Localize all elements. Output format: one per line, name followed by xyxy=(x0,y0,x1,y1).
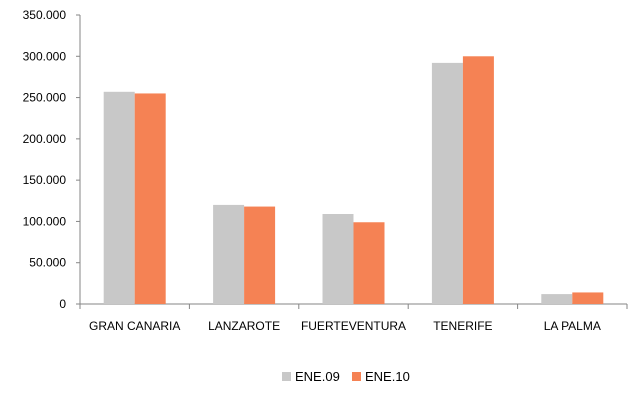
bar-ene-10-fuerteventura xyxy=(353,222,385,304)
category-label: TENERIFE xyxy=(433,319,492,333)
bar-ene-10-la-palma xyxy=(572,292,604,304)
bar-ene-09-tenerife xyxy=(431,62,463,304)
y-tick-label: 100.000 xyxy=(23,214,67,228)
bar-ene-09-gran-canaria xyxy=(103,91,135,304)
category-label: FUERTEVENTURA xyxy=(301,319,406,333)
category-label: GRAN CANARIA xyxy=(89,319,180,333)
y-tick-label: 200.000 xyxy=(23,132,67,146)
y-tick-label: 0 xyxy=(59,297,66,311)
y-tick-label: 50.000 xyxy=(29,256,66,270)
legend-swatch xyxy=(352,372,361,381)
bars xyxy=(103,56,604,305)
bar-ene-10-tenerife xyxy=(462,56,494,305)
y-tick-label: 250.000 xyxy=(23,91,67,105)
bar-ene-09-lanzarote xyxy=(213,204,245,304)
legend-label: ENE.10 xyxy=(365,369,410,384)
y-axis: 0 50.000 100.000 150.000 200.000 250.000 300.0… xyxy=(23,8,81,311)
y-tick-label: 300.000 xyxy=(23,49,67,63)
category-label: LANZAROTE xyxy=(208,319,280,333)
legend: ENE.09 ENE.10 xyxy=(282,369,410,384)
bar-ene-10-gran-canaria xyxy=(134,93,166,304)
y-tick-label: 150.000 xyxy=(23,173,67,187)
category-label: LA PALMA xyxy=(544,319,601,333)
legend-label: ENE.09 xyxy=(295,369,340,384)
bar-ene-09-la-palma xyxy=(541,294,573,304)
bar-ene-10-lanzarote xyxy=(244,206,276,304)
y-tick-label: 350.000 xyxy=(23,8,67,22)
x-axis: GRAN CANARIA LANZAROTE FUERTEVENTURA TENERI… xyxy=(79,303,628,333)
bar-ene-09-fuerteventura xyxy=(322,213,354,304)
legend-swatch xyxy=(282,372,291,381)
